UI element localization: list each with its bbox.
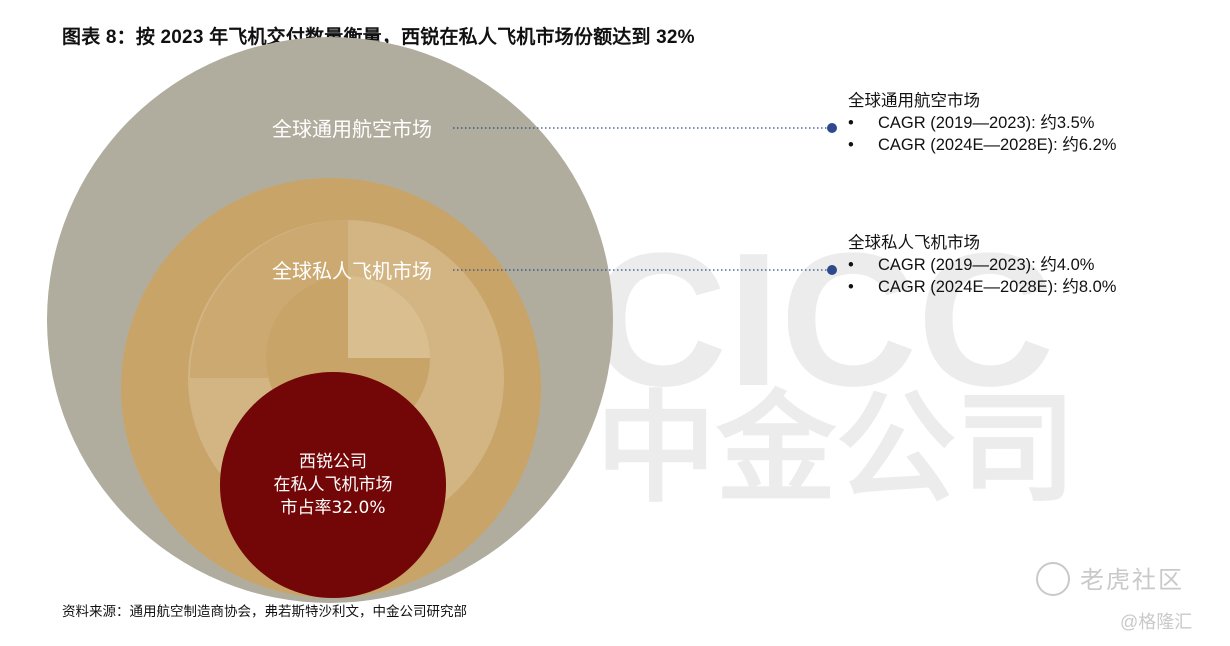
legend-item-text: CAGR (2019—2023): 约3.5% — [878, 114, 1095, 132]
legend-item: • CAGR (2024E—2028E): 约6.2% — [848, 134, 1116, 156]
legend-item-text: CAGR (2024E—2028E): 约6.2% — [878, 136, 1117, 154]
legend-title: 全球私人飞机市场 — [848, 234, 980, 252]
tiger-logo-icon — [1036, 561, 1070, 596]
cirrus-share-circle — [220, 372, 446, 598]
label-cirrus-line2: 在私人飞机市场 — [274, 475, 393, 495]
legend-item: • CAGR (2019—2023): 约4.0% — [848, 254, 1116, 276]
watermark-gelonghui: @格隆汇 — [1120, 612, 1193, 632]
bullet: • — [848, 136, 854, 154]
legend-general-aviation: 全球通用航空市场 • CAGR (2019—2023): 约3.5% • CAGR … — [848, 90, 1116, 156]
bullet: • — [848, 114, 854, 132]
watermark-cicc-latin: CICC — [590, 214, 1054, 426]
label-cirrus-line1: 西锐公司 — [299, 452, 367, 472]
connector-dot-private-aircraft — [827, 265, 837, 275]
bullet: • — [848, 278, 854, 296]
watermark-cicc-cn: 中金公司 — [596, 380, 1076, 519]
connector-dot-general-aviation — [827, 123, 837, 133]
watermark-tiger: 老虎社区 — [1036, 560, 1184, 599]
label-cirrus-line3: 市占率32.0% — [280, 498, 385, 518]
watermark-tiger-text: 老虎社区 — [1080, 567, 1184, 594]
label-general-aviation: 全球通用航空市场 — [272, 117, 432, 141]
legend-private-aircraft: 全球私人飞机市场 • CAGR (2019—2023): 约4.0% • CAGR … — [848, 232, 1116, 298]
cirrus-share-overlay — [220, 372, 446, 598]
inner-core-right — [348, 276, 430, 358]
legend-title: 全球通用航空市场 — [848, 92, 980, 110]
chart-title: 图表 8：按 2023 年飞机交付数量衡量，西锐在私人飞机市场份额达到 32% — [62, 27, 695, 48]
legend-item: • CAGR (2024E—2028E): 约8.0% — [848, 276, 1116, 298]
legend-item: • CAGR (2019—2023): 约3.5% — [848, 112, 1116, 134]
legend-item-text: CAGR (2019—2023): 约4.0% — [878, 256, 1095, 274]
source-note: 资料来源：通用航空制造商协会，弗若斯特沙利文，中金公司研究部 — [62, 604, 467, 619]
label-private-aircraft: 全球私人飞机市场 — [272, 259, 432, 283]
legend-item-text: CAGR (2024E—2028E): 约8.0% — [878, 278, 1117, 296]
bullet: • — [848, 256, 854, 274]
